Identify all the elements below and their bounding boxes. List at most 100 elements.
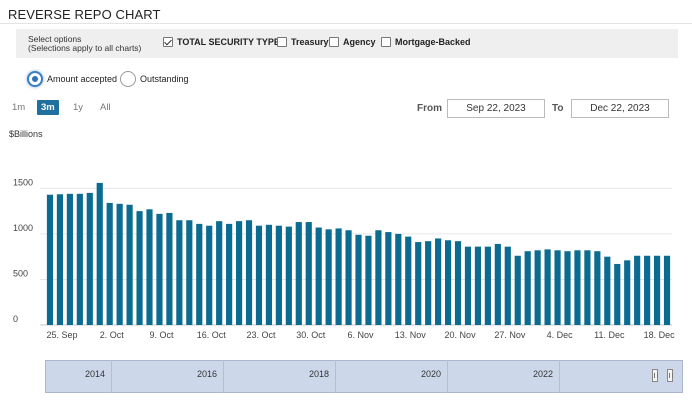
y-tick-label: 1000 (13, 223, 33, 233)
bar (146, 209, 153, 325)
title-divider (0, 23, 692, 24)
x-tick-label: 9. Oct (149, 330, 174, 340)
reverse-repo-bar-chart: 0 500 1000 1500 25. Sep 2. Oct 9. Oct 16. Oct 23… (13, 177, 676, 340)
bar (66, 193, 73, 325)
bar (136, 211, 143, 325)
bar (275, 225, 282, 325)
navigator-divider (559, 360, 560, 393)
bar (206, 225, 213, 325)
navigator-year-label: 2020 (421, 369, 442, 379)
page-title: REVERSE REPO CHART (8, 7, 161, 22)
zoom-all-button[interactable]: All (100, 102, 111, 113)
checkbox-mortgage-backed[interactable]: Mortgage-Backed (381, 37, 471, 47)
checkbox-agency[interactable]: Agency (329, 37, 376, 47)
bar (76, 193, 83, 325)
to-label: To (552, 103, 564, 114)
zoom-1m-button[interactable]: 1m (12, 102, 26, 113)
bar (484, 246, 491, 325)
radio-label: Outstanding (140, 74, 189, 84)
checkbox-treasury[interactable]: Treasury (277, 37, 329, 47)
x-tick-label: 20. Nov (445, 330, 477, 340)
bar (166, 212, 173, 325)
bar (554, 250, 561, 325)
radio-amount-accepted[interactable]: Amount accepted (27, 71, 117, 87)
checkbox-empty-icon (277, 37, 287, 47)
checkbox-label: Treasury (291, 37, 329, 47)
y-tick-label: 500 (13, 268, 28, 278)
y-tick-label: 0 (13, 314, 18, 324)
radio-outstanding[interactable]: Outstanding (120, 71, 189, 87)
bar (644, 255, 651, 325)
x-tick-label: 25. Sep (46, 330, 77, 340)
bar (415, 242, 422, 325)
radio-label: Amount accepted (47, 74, 118, 84)
navigator-left-handle[interactable] (652, 369, 658, 382)
bar (494, 243, 501, 325)
navigator[interactable] (45, 360, 683, 393)
bar (375, 230, 382, 325)
bar (624, 260, 631, 325)
bar (504, 246, 511, 325)
bar (295, 222, 302, 325)
bar (584, 250, 591, 325)
bar (235, 221, 243, 325)
x-tick-label: 11. Dec (594, 330, 625, 340)
bar (435, 238, 442, 325)
x-tick-label: 30. Oct (296, 330, 326, 340)
from-date-input[interactable]: Sep 22, 2023 (447, 99, 545, 118)
x-tick-label: 16. Oct (197, 330, 227, 340)
navigator-year-label: 2016 (197, 369, 218, 379)
y-tick-label: 1500 (13, 177, 33, 187)
bar (385, 232, 392, 325)
bar (534, 250, 541, 325)
checkbox-label: Mortgage-Backed (395, 37, 471, 47)
bar (663, 255, 671, 325)
bar (305, 222, 312, 325)
options-label-line1: Select options (28, 34, 82, 44)
to-date-input[interactable]: Dec 22, 2023 (571, 99, 669, 118)
checkbox-label: TOTAL SECURITY TYPES (177, 37, 286, 47)
navigator-divider (335, 360, 336, 393)
bar (464, 246, 472, 325)
zoom-1y-button[interactable]: 1y (73, 102, 84, 113)
bar (216, 221, 223, 325)
checkbox-total-security-types[interactable]: TOTAL SECURITY TYPES (163, 37, 286, 47)
bar (156, 213, 163, 325)
bar (126, 204, 133, 325)
zoom-3m-button[interactable]: 3m (37, 100, 59, 115)
options-label-line2: (Selections apply to all charts) (28, 43, 142, 53)
x-tick-label: 13. Nov (395, 330, 427, 340)
bar (604, 256, 611, 325)
x-tick-label: 2. Oct (100, 330, 125, 340)
bar (245, 220, 253, 325)
bar (315, 227, 322, 325)
bar (454, 241, 462, 325)
options-label: Select options (Selections apply to all … (28, 35, 141, 53)
x-tick-label: 23. Oct (247, 330, 277, 340)
bar (176, 220, 183, 325)
checkbox-empty-icon (381, 37, 391, 47)
navigator-right-handle[interactable] (667, 369, 673, 382)
bar (116, 203, 123, 325)
navigator-year-label: 2022 (533, 369, 554, 379)
from-label: From (417, 103, 442, 114)
bar (335, 228, 342, 325)
options-bar: Select options (Selections apply to all … (16, 29, 678, 58)
bar (345, 230, 352, 325)
x-tick-label: 18. Dec (644, 330, 676, 340)
bar (96, 182, 103, 325)
bar (86, 192, 93, 325)
bar (444, 240, 452, 325)
navigator-year-label: 2014 (85, 369, 106, 379)
navigator-year-label: 2018 (309, 369, 330, 379)
bar (395, 233, 402, 325)
bar (226, 223, 233, 325)
navigator-divider (447, 360, 448, 393)
bar (265, 224, 273, 325)
bar (285, 226, 292, 325)
bar (634, 255, 641, 325)
y-unit-label: $Billions (9, 129, 43, 139)
radio-selected-icon (27, 71, 43, 87)
bar (594, 251, 601, 325)
bar (196, 223, 203, 325)
